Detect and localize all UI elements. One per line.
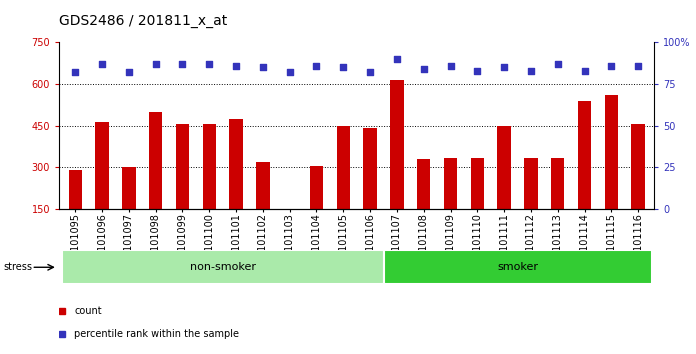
Bar: [203, 124, 216, 209]
Point: [391, 56, 402, 62]
Text: count: count: [74, 306, 102, 316]
Bar: [498, 126, 511, 209]
Point: [606, 63, 617, 69]
Point: [633, 63, 644, 69]
Bar: [176, 124, 189, 209]
Point: [204, 61, 215, 67]
Text: stress: stress: [3, 262, 33, 272]
Text: non-smoker: non-smoker: [190, 262, 255, 272]
Bar: [68, 170, 82, 209]
Bar: [417, 159, 430, 209]
Point: [365, 70, 376, 75]
Bar: [363, 129, 377, 209]
Bar: [578, 101, 591, 209]
Point: [525, 68, 537, 74]
Point: [284, 70, 295, 75]
Point: [258, 64, 269, 70]
Point: [230, 63, 242, 69]
Bar: [149, 112, 162, 209]
Point: [123, 70, 134, 75]
Point: [311, 63, 322, 69]
Bar: [551, 158, 564, 209]
Bar: [470, 158, 484, 209]
Point: [97, 61, 108, 67]
Bar: [95, 121, 109, 209]
Point: [150, 61, 161, 67]
Text: smoker: smoker: [497, 262, 538, 272]
Point: [472, 68, 483, 74]
Bar: [444, 158, 457, 209]
Point: [177, 61, 188, 67]
Bar: [383, 250, 651, 284]
Point: [498, 64, 509, 70]
Text: percentile rank within the sample: percentile rank within the sample: [74, 329, 239, 339]
Point: [552, 61, 563, 67]
Bar: [62, 250, 383, 284]
Bar: [524, 158, 537, 209]
Text: GDS2486 / 201811_x_at: GDS2486 / 201811_x_at: [59, 14, 228, 28]
Bar: [256, 162, 269, 209]
Point: [70, 70, 81, 75]
Bar: [390, 80, 404, 209]
Bar: [122, 167, 136, 209]
Point: [338, 64, 349, 70]
Bar: [631, 124, 645, 209]
Point: [445, 63, 456, 69]
Bar: [605, 95, 618, 209]
Point: [579, 68, 590, 74]
Bar: [230, 119, 243, 209]
Bar: [337, 126, 350, 209]
Bar: [310, 166, 323, 209]
Point: [418, 66, 429, 72]
